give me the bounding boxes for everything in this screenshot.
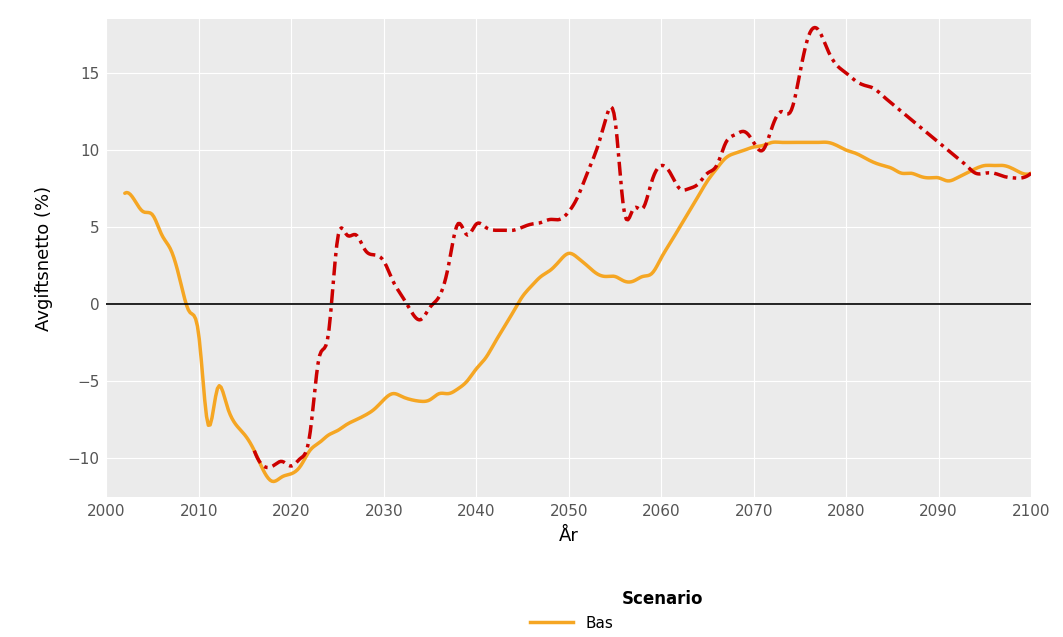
X-axis label: År: År [559,527,578,545]
Legend: Bas, Bas med höjd pensionålder: Bas, Bas med höjd pensionålder [530,590,794,637]
Y-axis label: Avgiftsnetto (%): Avgiftsnetto (%) [35,185,53,331]
